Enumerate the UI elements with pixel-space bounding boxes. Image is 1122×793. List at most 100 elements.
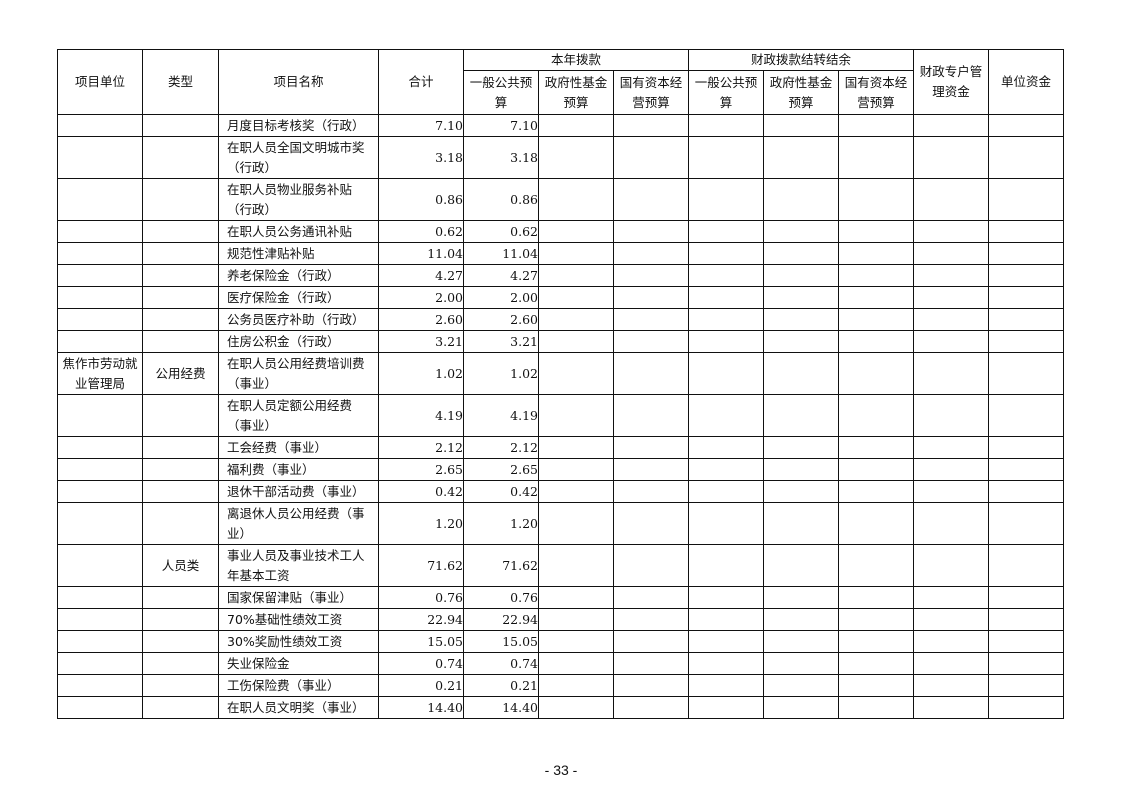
total-cell: 2.00 xyxy=(378,286,464,309)
empty-cell xyxy=(688,286,764,309)
unit-cell xyxy=(57,502,143,545)
empty-cell xyxy=(913,264,989,287)
header-group-current: 本年拨款 xyxy=(463,49,689,71)
project-name-cell: 在职人员公用经费培训费（事业） xyxy=(218,352,379,395)
empty-cell xyxy=(613,352,689,395)
general-budget-cell: 0.62 xyxy=(463,220,539,243)
project-name-cell: 失业保险金 xyxy=(218,652,379,675)
table-row: 工会经费（事业） 2.12 2.12 xyxy=(57,436,1064,459)
total-cell: 1.20 xyxy=(378,502,464,545)
empty-cell xyxy=(688,330,764,353)
empty-cell xyxy=(688,696,764,719)
project-name-cell: 规范性津贴补贴 xyxy=(218,242,379,265)
empty-cell xyxy=(763,652,839,675)
empty-cell xyxy=(613,330,689,353)
empty-cell xyxy=(838,544,914,587)
table-row: 医疗保险金（行政） 2.00 2.00 xyxy=(57,286,1064,309)
general-budget-cell: 0.74 xyxy=(463,652,539,675)
project-name-cell: 在职人员全国文明城市奖（行政） xyxy=(218,136,379,179)
empty-cell xyxy=(538,608,614,631)
project-name-cell: 工会经费（事业） xyxy=(218,436,379,459)
table-row: 福利费（事业） 2.65 2.65 xyxy=(57,458,1064,481)
empty-cell xyxy=(763,608,839,631)
general-budget-cell: 2.60 xyxy=(463,308,539,331)
empty-cell xyxy=(913,286,989,309)
type-cell xyxy=(142,458,219,481)
type-cell xyxy=(142,652,219,675)
empty-cell xyxy=(913,330,989,353)
empty-cell xyxy=(613,502,689,545)
header-gov-fund-budget: 政府性基金预算 xyxy=(538,70,614,115)
empty-cell xyxy=(988,330,1064,353)
empty-cell xyxy=(838,480,914,503)
general-budget-cell: 2.00 xyxy=(463,286,539,309)
empty-cell xyxy=(538,674,614,697)
table-row: 退休干部活动费（事业） 0.42 0.42 xyxy=(57,480,1064,503)
empty-cell xyxy=(613,308,689,331)
empty-cell xyxy=(988,586,1064,609)
general-budget-cell: 15.05 xyxy=(463,630,539,653)
table-row: 月度目标考核奖（行政） 7.10 7.10 xyxy=(57,114,1064,137)
unit-cell xyxy=(57,586,143,609)
empty-cell xyxy=(688,394,764,437)
empty-cell xyxy=(988,630,1064,653)
empty-cell xyxy=(988,674,1064,697)
empty-cell xyxy=(913,220,989,243)
empty-cell xyxy=(613,652,689,675)
general-budget-cell: 0.21 xyxy=(463,674,539,697)
unit-cell xyxy=(57,652,143,675)
header-special-mgmt-fund: 财政专户管理资金 xyxy=(913,49,989,115)
empty-cell xyxy=(988,264,1064,287)
empty-cell xyxy=(913,352,989,395)
empty-cell xyxy=(763,220,839,243)
empty-cell xyxy=(538,652,614,675)
empty-cell xyxy=(613,114,689,137)
page-number: - 33 - xyxy=(544,762,578,778)
empty-cell xyxy=(838,502,914,545)
type-cell xyxy=(142,114,219,137)
type-cell: 公用经费 xyxy=(142,352,219,395)
project-name-cell: 在职人员定额公用经费（事业） xyxy=(218,394,379,437)
type-cell xyxy=(142,220,219,243)
empty-cell xyxy=(763,394,839,437)
empty-cell xyxy=(538,480,614,503)
type-cell xyxy=(142,264,219,287)
empty-cell xyxy=(913,394,989,437)
empty-cell xyxy=(538,630,614,653)
header-carry-state-capital-budget: 国有资本经营预算 xyxy=(838,70,914,115)
empty-cell xyxy=(538,502,614,545)
general-budget-cell: 1.02 xyxy=(463,352,539,395)
total-cell: 0.76 xyxy=(378,586,464,609)
general-budget-cell: 11.04 xyxy=(463,242,539,265)
empty-cell xyxy=(538,286,614,309)
unit-cell xyxy=(57,630,143,653)
unit-cell xyxy=(57,544,143,587)
header-carry-general-budget: 一般公共预算 xyxy=(688,70,764,115)
empty-cell xyxy=(988,652,1064,675)
empty-cell xyxy=(613,544,689,587)
table-row: 30%奖励性绩效工资 15.05 15.05 xyxy=(57,630,1064,653)
empty-cell xyxy=(988,114,1064,137)
empty-cell xyxy=(538,696,614,719)
empty-cell xyxy=(763,286,839,309)
empty-cell xyxy=(988,178,1064,221)
empty-cell xyxy=(838,264,914,287)
empty-cell xyxy=(838,674,914,697)
empty-cell xyxy=(913,136,989,179)
type-cell: 人员类 xyxy=(142,544,219,587)
table-row: 在职人员定额公用经费（事业） 4.19 4.19 xyxy=(57,394,1064,437)
empty-cell xyxy=(913,608,989,631)
empty-cell xyxy=(913,696,989,719)
empty-cell xyxy=(913,674,989,697)
empty-cell xyxy=(613,480,689,503)
empty-cell xyxy=(613,178,689,221)
empty-cell xyxy=(913,480,989,503)
header-state-capital-budget: 国有资本经营预算 xyxy=(613,70,689,115)
empty-cell xyxy=(688,114,764,137)
empty-cell xyxy=(838,286,914,309)
total-cell: 0.62 xyxy=(378,220,464,243)
project-name-cell: 在职人员文明奖（事业） xyxy=(218,696,379,719)
empty-cell xyxy=(838,652,914,675)
total-cell: 0.74 xyxy=(378,652,464,675)
project-name-cell: 福利费（事业） xyxy=(218,458,379,481)
